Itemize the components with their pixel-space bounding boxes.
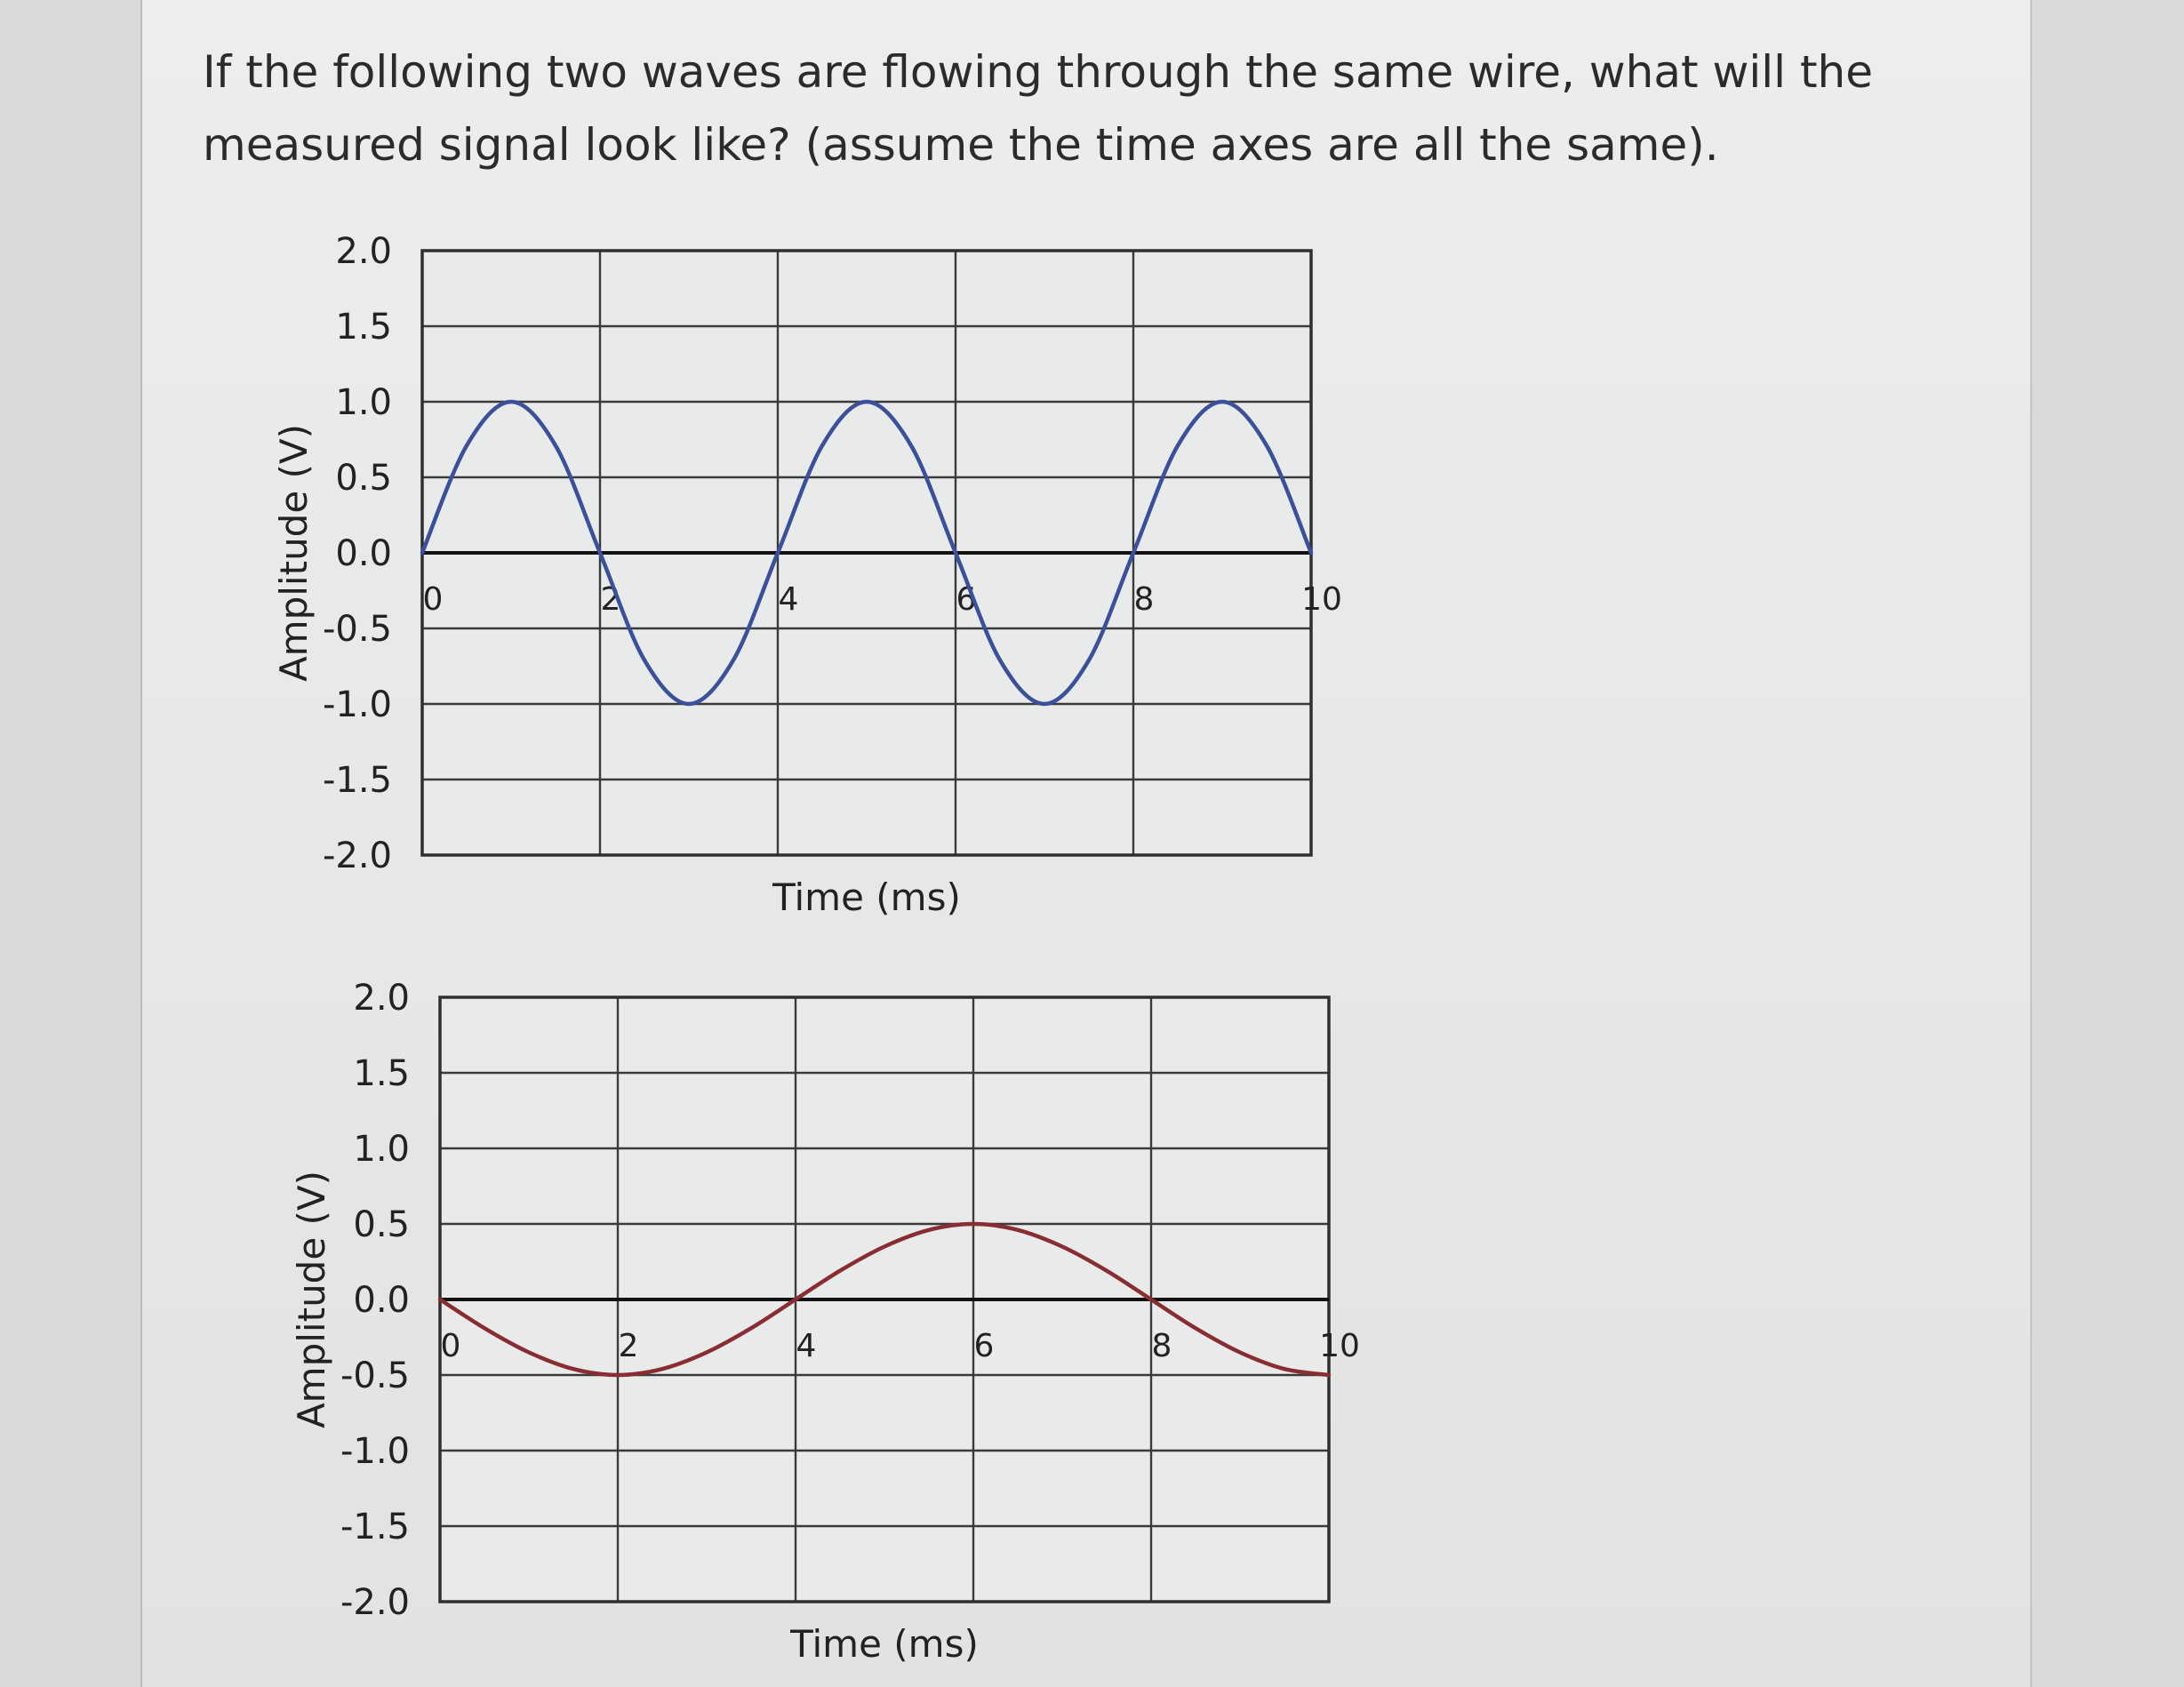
y-tick-label: -0.5 <box>323 609 392 650</box>
y-axis-title: Amplitude (V) <box>290 1171 333 1428</box>
y-tick-label: -2.0 <box>340 1582 410 1623</box>
bottom-wave-chart: 2.0 1.5 1.0 0.5 0.0 -0.5 -1.0 -1.5 -2.0 0 2 4 6 8 10 Ti… <box>290 978 1360 1666</box>
x-axis-title: Time (ms) <box>789 1622 979 1666</box>
y-tick-label: 0.5 <box>335 458 392 499</box>
x-tick-label: 4 <box>779 581 799 618</box>
y-tick-label: -2.0 <box>323 836 392 876</box>
y-tick-label: 1.5 <box>353 1053 410 1094</box>
y-tick-label: 0.0 <box>353 1280 410 1321</box>
y-tick-label: 1.0 <box>353 1129 410 1170</box>
y-tick-label: -0.5 <box>340 1355 410 1396</box>
x-tick-label: 8 <box>1134 581 1155 618</box>
y-tick-label: 2.0 <box>353 978 410 1019</box>
y-tick-label: 2.0 <box>335 231 392 272</box>
x-tick-label: 6 <box>974 1328 995 1364</box>
y-tick-label: -1.0 <box>323 684 392 725</box>
question-text: If the following two waves are flowing t… <box>203 46 1874 171</box>
x-tick-label: 8 <box>1152 1328 1172 1364</box>
x-tick-label: 10 <box>1319 1328 1360 1364</box>
y-axis-title: Amplitude (V) <box>272 424 316 682</box>
x-tick-label: 0 <box>423 581 444 618</box>
x-tick-label: 4 <box>796 1328 817 1364</box>
top-wave-chart: 2.01.51.00.50.0-0.5-1.0-1.5-2.00 2 4 6 8 10Ti… <box>272 231 1342 919</box>
y-tick-label: -1.5 <box>323 760 392 801</box>
y-tick-label: 0.5 <box>353 1204 410 1245</box>
y-tick-label: -1.0 <box>340 1431 410 1472</box>
y-tick-label: 1.5 <box>335 307 392 348</box>
y-tick-label: -1.5 <box>340 1507 410 1547</box>
x-tick-label: 10 <box>1301 581 1342 618</box>
x-axis-title: Time (ms) <box>772 875 961 919</box>
y-tick-label: 0.0 <box>335 533 392 574</box>
wave-series-line <box>420 399 1314 707</box>
y-tick-label: 1.0 <box>335 382 392 423</box>
x-tick-label: 2 <box>619 1328 639 1364</box>
wave-series-line <box>437 1221 1332 1378</box>
x-tick-label: 0 <box>441 1328 461 1364</box>
